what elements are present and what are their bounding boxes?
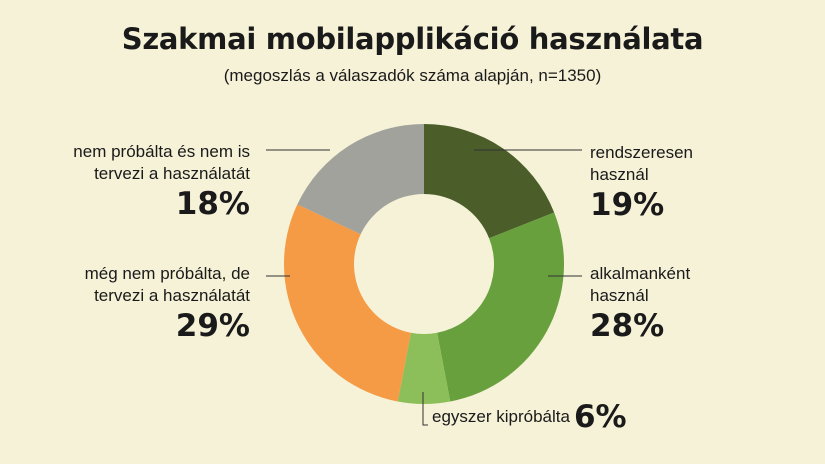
slice-egyszer — [397, 332, 451, 404]
slice-alkalmankent — [437, 212, 564, 402]
slice-label-text: rendszeresen használ — [590, 143, 694, 184]
slice-label-text: nem próbálta és nem is tervezi a használ… — [73, 142, 250, 183]
slice-label-text: alkalmanként használ — [590, 264, 691, 305]
slice-label-percent: 6% — [573, 399, 627, 435]
chart-subtitle: (megoszlás a válaszadók száma alapján, n… — [223, 66, 602, 85]
slice-label-text: még nem próbálta, de tervezi a használat… — [84, 264, 250, 305]
slice-label-alkalmankent: alkalmanként használ 28% — [590, 263, 700, 343]
slice-label-percent: 28% — [590, 308, 665, 344]
slice-nem-probalta — [297, 124, 424, 235]
slice-label-rendszeresen: rendszeresen használ 19% — [590, 142, 700, 222]
slice-label-percent: 19% — [590, 187, 665, 223]
slice-label-nem-probalta: nem próbálta és nem is tervezi a használ… — [50, 141, 250, 221]
chart-title: Szakmai mobilapplikáció használata — [121, 22, 704, 56]
leader-line — [422, 392, 428, 426]
slice-meg-nem-probalta — [284, 204, 411, 402]
slice-label-percent: 18% — [175, 186, 250, 222]
slice-label-text: egyszer kipróbálta — [432, 407, 570, 426]
slice-label-meg-nem-probalta: még nem próbálta, de tervezi a használat… — [50, 263, 250, 343]
slice-label-percent: 29% — [175, 308, 250, 344]
slice-rendszeresen — [424, 124, 555, 239]
slice-label-egyszer: egyszer kipróbálta 6% — [432, 400, 627, 434]
